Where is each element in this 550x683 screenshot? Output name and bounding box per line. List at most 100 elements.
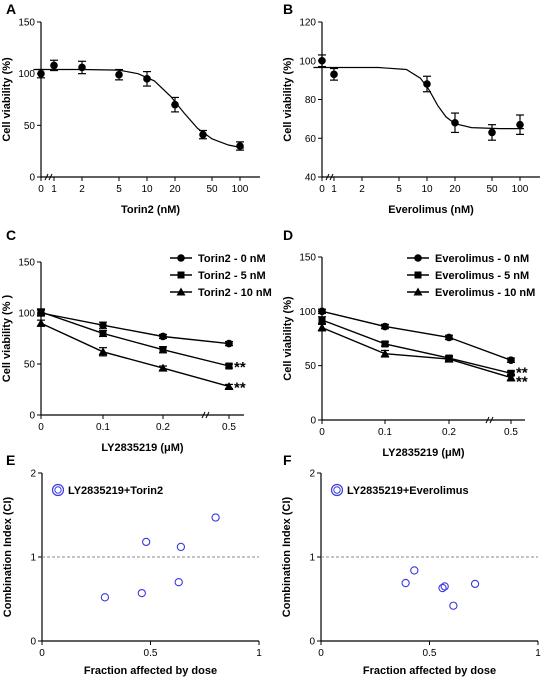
x-tick-label: 0	[319, 184, 325, 195]
data-point	[317, 323, 327, 332]
y-tick-label: 50	[24, 360, 36, 371]
y-tick-label: 150	[18, 18, 35, 29]
data-point	[98, 347, 108, 356]
series-line	[40, 322, 230, 388]
x-tick-label: 0.2	[442, 427, 456, 438]
data-point	[224, 381, 234, 390]
panel-letter: B	[283, 1, 293, 17]
x-tick-label: 1	[256, 648, 262, 659]
data-point	[99, 321, 107, 330]
data-point	[78, 63, 86, 72]
y-tick-label: 0	[309, 637, 315, 648]
ci-point	[449, 601, 458, 610]
y-tick-label: 2	[309, 469, 315, 480]
y-tick-label: 100	[18, 309, 35, 320]
panel-letter: D	[283, 227, 293, 243]
axis-break-mark	[485, 416, 490, 424]
x-axis-title: LY2835219 (μM)	[382, 447, 464, 459]
data-point	[380, 349, 390, 358]
x-tick-label: 0	[318, 648, 324, 659]
y-tick-label: 0	[310, 416, 316, 427]
data-point	[50, 61, 58, 70]
data-point	[225, 362, 233, 370]
y-tick-label: 1	[309, 553, 315, 564]
legend-marker	[414, 254, 422, 262]
data-point	[99, 329, 107, 337]
legend-marker	[177, 271, 185, 279]
data-point	[318, 307, 326, 316]
x-axis-title: Torin2 (nM)	[121, 204, 180, 216]
legend-label: Torin2 - 5 nM	[198, 270, 266, 282]
series-line	[321, 319, 512, 374]
x-axis-title: Fraction affected by dose	[363, 665, 496, 677]
x-tick-label: 0	[38, 184, 44, 195]
x-tick-label: 0.5	[504, 427, 518, 438]
series-line	[40, 311, 230, 367]
y-tick-label: 0	[30, 637, 36, 648]
y-axis-title: Cell viability (%)	[282, 57, 294, 142]
data-point	[516, 120, 524, 129]
y-tick-label: 120	[299, 18, 316, 29]
data-point	[423, 80, 431, 88]
axis-break-mark	[201, 411, 206, 419]
x-tick-label: 0.2	[156, 422, 170, 433]
data-point	[199, 130, 207, 139]
y-axis-title: Cell viability (% )	[1, 294, 13, 382]
panel-letter: F	[283, 452, 292, 468]
axis-break-mark	[325, 173, 330, 181]
legend-label: LY2835219+Torin2	[68, 485, 163, 497]
data-point	[159, 332, 167, 341]
legend-label: LY2835219+Everolimus	[347, 485, 469, 497]
x-tick-label: 0.1	[378, 427, 392, 438]
y-axis-title: Cell viability (%)	[1, 57, 13, 142]
x-tick-label: 5	[396, 184, 402, 195]
ci-point	[440, 582, 449, 591]
legend-marker	[330, 483, 344, 497]
x-tick-label: 0	[38, 422, 44, 433]
legend-label: Everolimus - 10 nM	[435, 287, 535, 299]
series-line	[321, 310, 512, 361]
legend-marker	[414, 271, 422, 279]
axis-break-mark	[329, 173, 334, 181]
y-tick-label: 150	[299, 253, 316, 264]
fit-curve	[313, 66, 524, 130]
y-tick-label: 60	[305, 134, 317, 145]
y-axis-title: Combination Index (CI)	[281, 496, 293, 617]
data-point	[115, 70, 123, 79]
x-axis-title: LY2835219 (μM)	[101, 442, 183, 454]
data-point	[506, 373, 516, 382]
data-point	[330, 70, 338, 79]
y-tick-label: 80	[305, 95, 317, 106]
legend-marker	[177, 254, 185, 262]
y-tick-label: 2	[30, 469, 36, 480]
legend-label: Everolimus - 5 nM	[435, 270, 529, 282]
data-point	[507, 356, 515, 365]
y-tick-label: 50	[24, 121, 36, 132]
y-axis-title: Cell viability (%)	[282, 296, 294, 381]
data-point	[225, 339, 233, 348]
data-point	[318, 316, 326, 324]
x-tick-label: 5	[116, 184, 122, 195]
x-tick-label: 0	[39, 648, 45, 659]
axis-break-mark	[205, 411, 210, 419]
significance-marker: **	[516, 374, 528, 391]
x-tick-label: 0	[319, 427, 325, 438]
ci-point	[438, 583, 447, 593]
series-line	[40, 312, 230, 345]
panel-letter: C	[6, 227, 16, 243]
series-line	[321, 326, 512, 379]
x-axis-title: Everolimus (nM)	[388, 204, 474, 216]
data-point	[36, 318, 46, 327]
ci-point	[211, 513, 220, 522]
x-tick-label: 1	[51, 184, 57, 195]
y-tick-label: 40	[305, 173, 317, 184]
x-tick-label: 100	[232, 184, 249, 195]
x-tick-label: 2	[79, 184, 85, 195]
legend-marker	[176, 287, 186, 296]
x-tick-label: 0.1	[96, 422, 110, 433]
data-point	[171, 100, 179, 109]
ci-point	[410, 566, 419, 575]
x-tick-label: 10	[141, 184, 153, 195]
y-tick-label: 100	[299, 56, 316, 67]
panel-letter: E	[6, 452, 15, 468]
